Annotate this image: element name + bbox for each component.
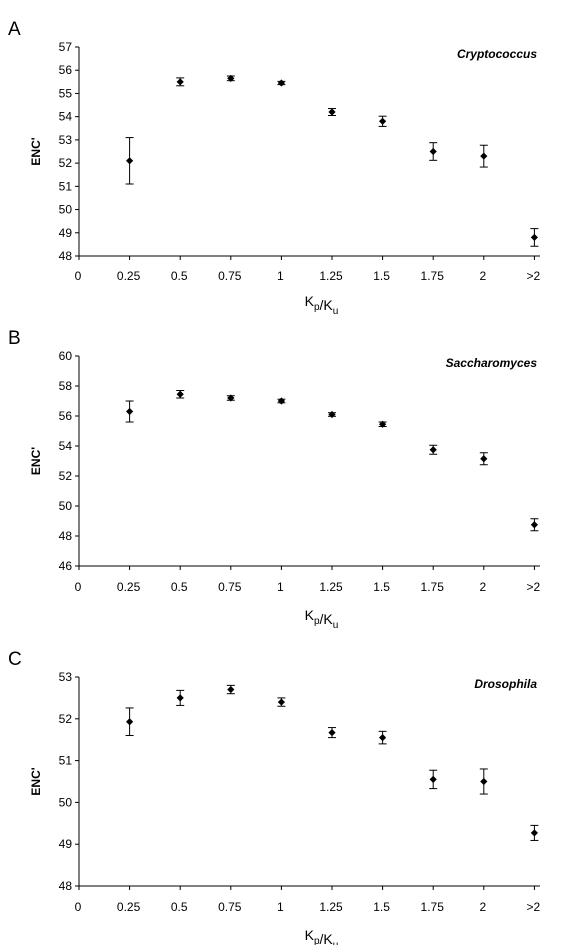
x-tick-label: 1.75 [421,269,445,283]
panel-letter: B [8,328,21,349]
x-tick-label: 1.5 [373,269,390,283]
x-tick-label: 0.75 [218,580,242,594]
x-tick-label: 0 [75,269,82,283]
data-point [379,420,387,428]
x-tick-label: 2 [479,580,486,594]
x-tick-label: >2 [527,269,541,283]
x-tick-label: 1.25 [319,900,343,914]
y-tick-label: 52 [59,469,73,483]
y-tick-label: 54 [59,110,73,124]
data-point [379,117,387,125]
x-tick-label: 0.5 [171,580,188,594]
y-tick-label: 50 [59,203,73,217]
y-tick-label: 54 [59,439,73,453]
y-tick-label: 51 [59,754,73,768]
data-point [277,397,285,405]
x-tick-label: 2 [479,900,486,914]
data-point [328,728,336,737]
y-tick-label: 48 [59,249,73,263]
y-tick-label: 60 [59,349,73,363]
x-axis-label: Kp/Ku [305,607,339,631]
data-point [126,407,134,416]
y-axis-label: ENC' [29,767,43,795]
data-point [480,777,488,786]
y-tick-label: 57 [59,40,73,54]
x-tick-label: 1.25 [319,580,343,594]
data-point [480,152,488,160]
y-tick-label: 58 [59,379,73,393]
y-tick-label: 50 [59,795,73,809]
chart-panel-c: C Drosophila 48 49 50 51 52 53 0 0.25 0.5 0.75 1 1.25… [8,649,541,945]
data-point [176,78,184,86]
data-point [126,718,134,726]
x-tick-label: 1 [277,900,284,914]
x-tick-label: 0 [75,580,82,594]
y-axis-label: ENC' [29,447,43,475]
y-tick-label: 55 [59,86,73,100]
y-tick-label: 49 [59,837,73,851]
data-point [176,390,184,398]
x-tick-label: 0.75 [218,900,242,914]
data-point [530,829,538,837]
y-axis-label: ENC' [29,137,43,165]
y-tick-label: 56 [59,409,73,423]
x-tick-label: 0.25 [117,900,141,914]
y-tick-label: 52 [59,156,73,170]
data-point [429,446,437,454]
data-point [480,455,488,463]
data-point [277,79,285,87]
data-point [126,157,134,165]
data-point [530,233,538,242]
x-tick-label: 1.75 [421,900,445,914]
y-tick-label: 56 [59,63,73,77]
x-tick-label: 0.75 [218,269,242,283]
x-tick-label: 1.75 [421,580,445,594]
chart-title: Drosophila [474,677,537,691]
panel-letter: A [8,19,21,40]
x-tick-label: 0.25 [117,580,141,594]
y-tick-label: 52 [59,712,73,726]
data-point [176,694,184,702]
y-tick-label: 49 [59,226,73,240]
panel-letter: C [8,649,22,670]
x-axis-label: Kp/Ku [305,293,339,317]
data-point [530,521,538,529]
x-tick-label: 0.25 [117,269,141,283]
data-point [429,775,437,784]
x-tick-label: 1 [277,269,284,283]
x-tick-label: >2 [527,580,541,594]
data-point [227,685,235,694]
x-tick-label: 1.5 [373,580,390,594]
data-point [328,410,336,419]
y-tick-label: 53 [59,670,73,684]
y-tick-label: 48 [59,529,73,543]
data-point [379,734,387,742]
data-point [277,698,285,706]
x-tick-label: 1.5 [373,900,390,914]
y-tick-label: 48 [59,879,73,893]
data-point [429,147,437,156]
chart-title: Saccharomyces [446,356,538,370]
x-tick-label: 1.25 [319,269,343,283]
y-tick-label: 46 [59,559,73,573]
x-tick-label: 0.5 [171,269,188,283]
data-point [227,394,235,402]
chart-title: Cryptococcus [457,47,537,61]
data-point [328,108,336,116]
y-tick-label: 53 [59,133,73,147]
x-tick-label: 0 [75,900,82,914]
x-axis-label: Kp/Ku [305,927,339,945]
chart-panel-b: B Saccharomyces 46 48 50 52 54 56 58 60 0 0.25 0.5 0.… [8,328,541,631]
data-point [227,74,235,82]
y-tick-label: 50 [59,499,73,513]
x-tick-label: 1 [277,580,284,594]
x-tick-label: 0.5 [171,900,188,914]
x-tick-label: >2 [527,900,541,914]
x-tick-label: 2 [479,269,486,283]
y-tick-label: 51 [59,179,73,193]
chart-panel-a: A Cryptococcus 48 49 50 51 52 53 54 55 56 57 0 0.25 0.… [8,19,541,317]
